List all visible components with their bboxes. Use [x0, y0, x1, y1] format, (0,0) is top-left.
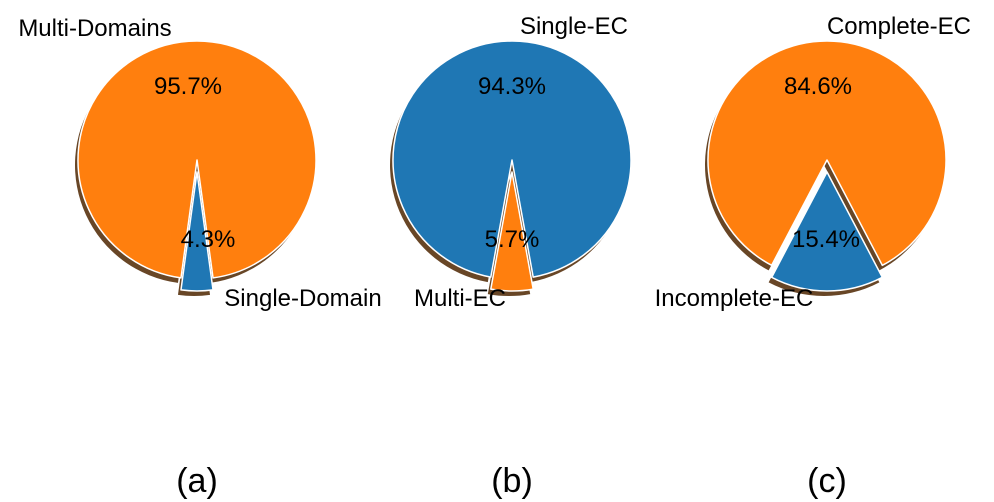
- pie-chart-b: Single-EC 94.3% Multi-EC 5.7% (b): [390, 13, 632, 500]
- slice-percent-label: 95.7%: [154, 73, 222, 100]
- pie-slice-multi-ec: [490, 171, 534, 292]
- chart-caption: (b): [491, 462, 533, 500]
- pie-slice-single-domain: [180, 171, 214, 292]
- pie-slice-single-ec: [392, 40, 632, 278]
- pie-chart-c: Complete-EC 84.6% Incomplete-EC 15.4% (c): [655, 13, 971, 500]
- chart-caption: (c): [807, 462, 847, 500]
- slice-label: Single-Domain: [224, 285, 381, 312]
- slice-label: Incomplete-EC: [655, 285, 814, 312]
- pie-slice-complete-ec: [707, 40, 947, 267]
- slice-label: Multi-EC: [414, 285, 506, 312]
- chart-caption: (a): [176, 462, 218, 500]
- slice-label: Complete-EC: [827, 13, 971, 40]
- slice-percent-label: 5.7%: [485, 226, 540, 253]
- pie-slice-incomplete-ec: [770, 171, 884, 292]
- pie-slice-multi-domains: [77, 40, 317, 279]
- slice-percent-label: 94.3%: [478, 73, 546, 100]
- slice-percent-label: 84.6%: [784, 73, 852, 100]
- slice-label: Single-EC: [520, 13, 628, 40]
- slice-percent-label: 15.4%: [792, 226, 860, 253]
- slice-label: Multi-Domains: [18, 15, 171, 42]
- slice-percent-label: 4.3%: [181, 226, 236, 253]
- pie-chart-a: Multi-Domains 95.7% Single-Domain 4.3% (a): [18, 15, 381, 500]
